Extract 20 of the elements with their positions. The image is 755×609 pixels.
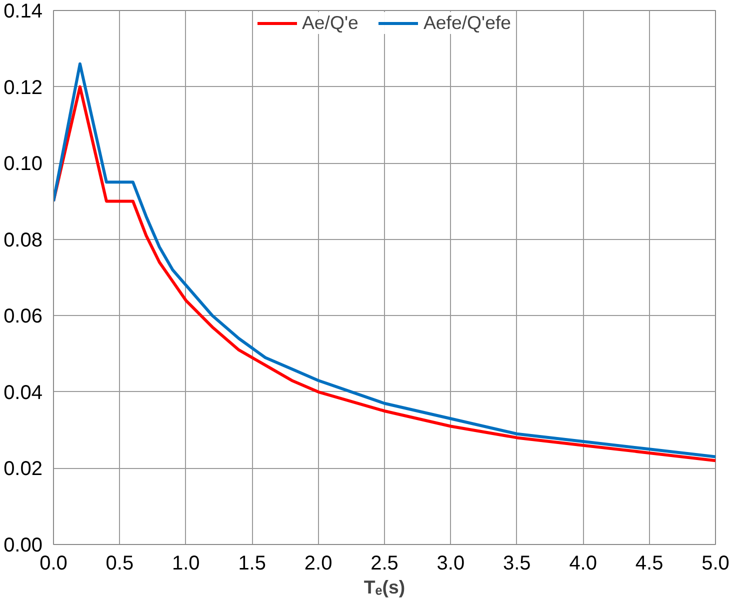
y-tick-label: 0.14	[4, 0, 43, 22]
x-tick-label: 0.5	[106, 552, 134, 574]
y-tick-label: 0.02	[4, 458, 43, 480]
x-tick-label: 1.5	[238, 552, 266, 574]
x-tick-label: 3.5	[503, 552, 531, 574]
x-tick-label: 3.0	[436, 552, 465, 574]
x-axis-title: Tₑ(s)	[364, 576, 406, 598]
x-tick-label: 1.0	[172, 552, 200, 574]
x-tick-label: 4.0	[569, 552, 598, 574]
legend-label: Ae/Q'e	[302, 12, 358, 34]
legend-label: Aefe/Q'efe	[423, 12, 512, 34]
y-tick-label: 0.12	[4, 76, 43, 99]
y-tick-label: 0.04	[4, 382, 43, 404]
x-tick-label: 4.5	[635, 552, 664, 574]
y-tick-label: 0.06	[4, 306, 43, 328]
y-tick-label: 0.08	[4, 229, 43, 252]
y-tick-label: 0.10	[4, 153, 43, 176]
x-tick-label: 2.0	[304, 552, 332, 574]
x-tick-label: 2.5	[370, 552, 398, 574]
x-tick-label: 5.0	[702, 552, 730, 574]
